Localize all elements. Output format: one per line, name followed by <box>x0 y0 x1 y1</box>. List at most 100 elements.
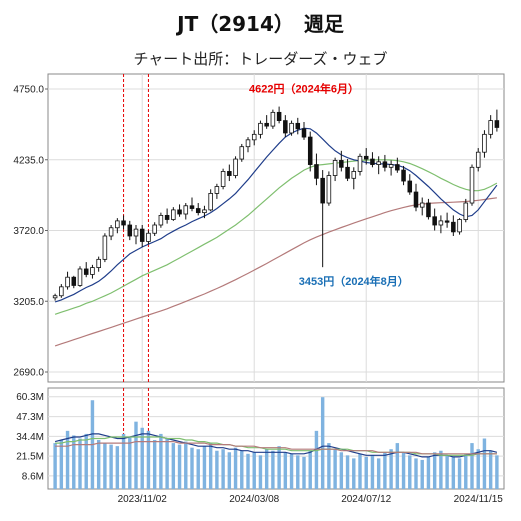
volume-bar <box>370 455 375 489</box>
candle-up <box>214 186 220 194</box>
candle-up <box>90 267 95 275</box>
volume-bar <box>252 452 256 489</box>
candle-down <box>382 161 388 168</box>
candle-down <box>276 111 282 121</box>
volume-bar <box>159 433 163 489</box>
candle-up <box>376 161 381 165</box>
volume-bar <box>271 450 275 489</box>
candle-up <box>482 133 487 153</box>
price-ma-mid-line <box>54 159 498 315</box>
candle-up <box>183 205 189 215</box>
candle-down <box>314 164 319 179</box>
x-tick-label: 2024/03/08 <box>229 494 279 505</box>
volume-bar <box>389 449 393 489</box>
candle-up <box>332 160 338 176</box>
volume-y-tick-label: 8.6M <box>22 471 44 482</box>
candle-down <box>432 216 437 226</box>
candle-up <box>52 295 58 299</box>
candle-down <box>426 202 431 218</box>
candle-down <box>264 122 269 127</box>
candle-down <box>451 221 456 233</box>
candle-up <box>102 235 108 260</box>
volume-bar <box>358 453 362 489</box>
volume-bar <box>302 456 306 489</box>
volume-bar <box>376 458 381 489</box>
volume-y-tick-label: 21.5M <box>16 452 44 463</box>
volume-bar <box>196 449 200 489</box>
price-y-tick-label: 3720.0 <box>13 226 44 237</box>
candle-up <box>59 286 64 297</box>
x-tick-label: 2024/11/15 <box>454 494 504 505</box>
candle-up <box>270 111 276 127</box>
volume-bar <box>308 450 312 489</box>
volume-bar <box>395 443 400 489</box>
candle-up <box>152 224 157 234</box>
volume-bar <box>152 440 157 489</box>
candle-down <box>345 166 350 179</box>
candle-up <box>457 219 462 233</box>
volume-bar <box>78 438 82 489</box>
candle-up <box>326 175 332 204</box>
volume-bar <box>327 443 331 489</box>
volume-bar <box>227 452 232 489</box>
volume-bar <box>109 444 113 489</box>
candle-down <box>494 120 500 128</box>
volume-bar <box>59 440 64 489</box>
volume-bar <box>221 449 225 489</box>
candle-down <box>401 169 406 182</box>
annotation-low: 3453円（2024年8月） <box>299 274 409 288</box>
candle-up <box>65 276 70 288</box>
candle-up <box>289 122 294 134</box>
candle-up <box>251 133 257 141</box>
volume-bar <box>464 453 468 489</box>
volume-bar <box>339 452 344 489</box>
volume-bar <box>401 452 406 489</box>
volume-bar <box>314 430 319 489</box>
candle-down <box>195 208 201 214</box>
volume-bar <box>146 430 151 489</box>
candle-up <box>351 171 357 179</box>
candle-up <box>438 220 444 226</box>
volume-bar <box>171 443 176 489</box>
candle-down <box>407 180 413 193</box>
volume-bar <box>72 435 76 489</box>
candle-up <box>108 227 114 237</box>
volume-bar <box>333 449 337 489</box>
volume-bar <box>165 438 169 489</box>
candle-up <box>133 228 139 237</box>
volume-bar <box>177 444 182 489</box>
volume-bar <box>53 443 57 489</box>
candle-down <box>307 136 313 165</box>
volume-y-tick-label: 34.4M <box>16 432 44 443</box>
volume-bar <box>495 455 499 489</box>
candle-down <box>370 158 375 165</box>
price-y-tick-label: 4750.0 <box>13 85 44 96</box>
candle-down <box>320 177 325 204</box>
candle-up <box>96 258 101 268</box>
volume-bar <box>190 447 194 489</box>
candle-up <box>463 202 469 220</box>
x-tick-label: 2024/07/12 <box>341 494 391 505</box>
candle-up <box>146 232 151 242</box>
volume-bar <box>240 450 244 489</box>
volume-bar <box>115 446 120 489</box>
candle-up <box>388 164 394 168</box>
candle-down <box>189 205 195 209</box>
volume-bar <box>320 397 325 489</box>
volume-bar <box>277 446 281 489</box>
volume-bar <box>96 440 101 489</box>
volume-bar <box>233 447 238 489</box>
price-ma-short-line <box>54 127 498 303</box>
volume-bar <box>420 459 424 489</box>
candle-down <box>283 120 288 134</box>
candle-down <box>71 276 77 286</box>
volume-bar <box>246 453 250 489</box>
candle-down <box>339 160 344 168</box>
volume-bar <box>414 458 418 489</box>
price-y-tick-label: 4235.0 <box>13 155 44 166</box>
candle-down <box>139 228 145 242</box>
volume-bar <box>432 452 437 489</box>
chart-source: チャート出所：トレーダーズ・ウェブ <box>133 50 388 68</box>
